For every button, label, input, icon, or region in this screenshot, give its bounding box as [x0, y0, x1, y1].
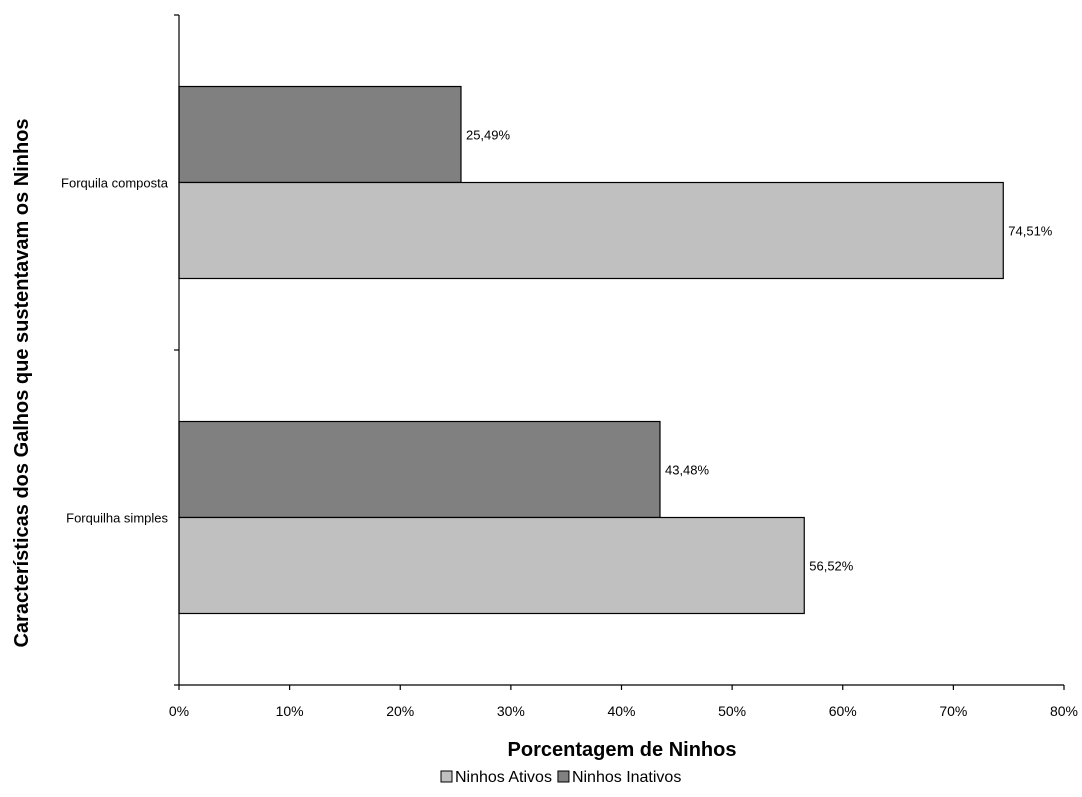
- data-label-inativos-1: 25,49%: [466, 128, 511, 143]
- bars-layer: [178, 85, 1004, 615]
- bar-ativos-0: [178, 516, 805, 615]
- y-axis-title: Características dos Galhos que sustentav…: [11, 118, 33, 647]
- x-tick-label: 50%: [718, 703, 746, 719]
- legend: Ninhos Ativos Ninhos Inativos: [440, 769, 681, 786]
- category-label-1: Forquila composta: [61, 176, 169, 191]
- labels-layer: 43,48% 56,52% Forquilha simples 25,49% 74,51…: [61, 128, 1078, 720]
- data-label-ativos-1: 74,51%: [1008, 224, 1053, 239]
- bar-inativos-0: [178, 420, 661, 519]
- axes-layer: [174, 14, 1065, 690]
- legend-label-ativos: Ninhos Ativos: [455, 769, 552, 786]
- data-label-inativos-0: 43,48%: [665, 463, 710, 478]
- bar-ativos-1: [178, 181, 1004, 280]
- bar-inativos-1: [178, 85, 462, 184]
- x-tick-label: 30%: [497, 703, 525, 719]
- legend-swatch-inativos: [557, 770, 570, 783]
- legend-swatch-ativos: [440, 770, 453, 783]
- x-tick-label: 40%: [607, 703, 635, 719]
- x-axis-title: Porcentagem de Ninhos: [508, 739, 737, 761]
- category-label-0: Forquilha simples: [66, 511, 168, 526]
- x-tick-label: 80%: [1050, 703, 1078, 719]
- x-tick-label: 60%: [829, 703, 857, 719]
- x-tick-label: 20%: [386, 703, 414, 719]
- data-label-ativos-0: 56,52%: [809, 559, 854, 574]
- x-tick-label: 10%: [276, 703, 304, 719]
- x-tick-label: 70%: [939, 703, 967, 719]
- x-tick-label: 0%: [169, 703, 189, 719]
- legend-label-inativos: Ninhos Inativos: [572, 769, 681, 786]
